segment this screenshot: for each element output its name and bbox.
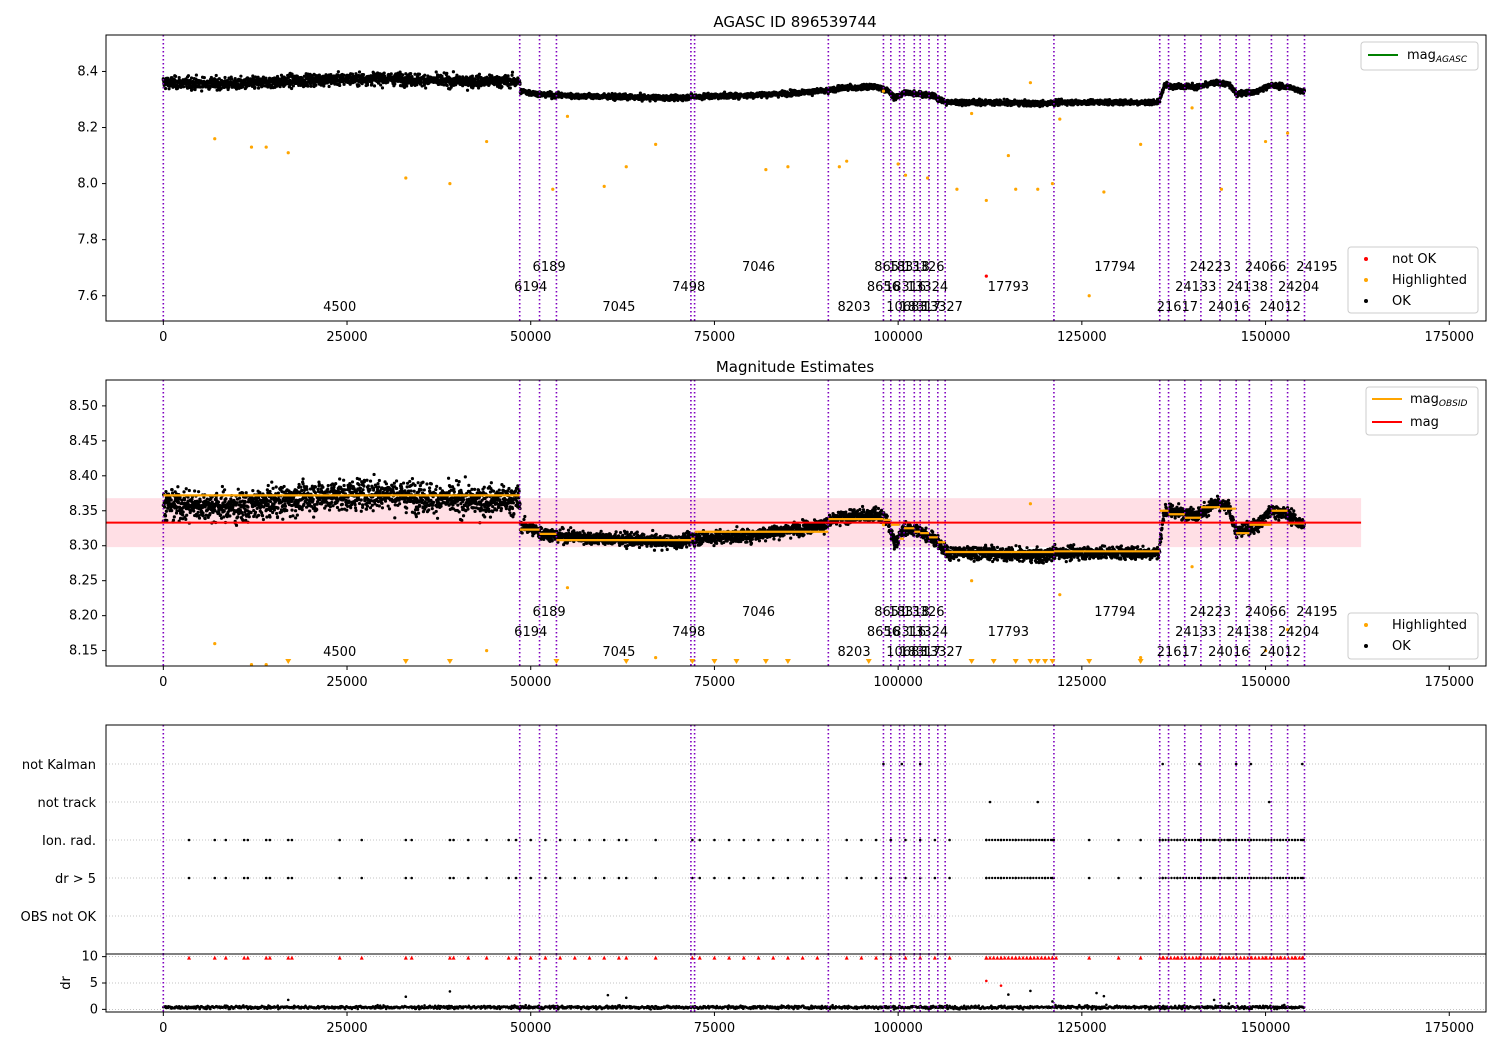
- ok-point: [417, 72, 422, 76]
- ok-point: [336, 70, 340, 74]
- ok-point: [424, 86, 428, 90]
- ok-point: [223, 75, 227, 80]
- ok-point: [473, 77, 477, 81]
- ok-point: [308, 82, 313, 86]
- ok-point: [193, 87, 197, 92]
- ok-point: [360, 82, 364, 86]
- ok-point: [506, 74, 510, 78]
- panel-1-title: AGASC ID 896539744: [713, 13, 876, 31]
- ok-point: [317, 73, 321, 77]
- ok-point: [239, 74, 243, 78]
- ok-point: [194, 73, 198, 77]
- ok-point: [291, 84, 295, 88]
- ok-point: [338, 83, 342, 88]
- ok-point: [276, 76, 280, 81]
- ok-point: [190, 87, 194, 92]
- ok-point: [209, 75, 213, 80]
- ok-point: [163, 86, 168, 91]
- ok-point: [350, 72, 355, 76]
- ok-point: [380, 86, 385, 90]
- ok-point: [278, 85, 282, 89]
- ok-point: [445, 71, 449, 76]
- ok-point: [238, 78, 243, 82]
- ok-point: [290, 72, 294, 76]
- ok-point: [217, 77, 221, 81]
- ok-point: [290, 86, 294, 91]
- ok-point: [386, 80, 390, 84]
- ok-point: [200, 89, 204, 93]
- ok-point: [309, 84, 313, 88]
- ok-point: [256, 86, 261, 90]
- ok-point: [405, 84, 409, 88]
- ok-point: [202, 76, 206, 80]
- ok-point: [226, 85, 231, 90]
- ok-point: [167, 87, 171, 91]
- ok-point: [382, 71, 386, 75]
- ok-point: [379, 83, 383, 87]
- ok-point: [186, 74, 191, 78]
- ok-point: [174, 74, 178, 79]
- ok-point: [251, 74, 255, 78]
- ok-point: [177, 76, 181, 80]
- ok-point: [465, 88, 470, 92]
- ok-point: [370, 82, 374, 86]
- ok-point: [393, 82, 397, 86]
- ok-point: [372, 84, 377, 88]
- panel-2-title: Magnitude Estimates: [716, 358, 874, 376]
- ok-point: [500, 84, 504, 89]
- ok-point: [445, 83, 449, 88]
- panel-1-points: [161, 70, 1306, 109]
- ok-point: [477, 72, 482, 76]
- ok-point: [389, 72, 393, 76]
- ok-point: [324, 73, 328, 77]
- ok-point: [314, 83, 318, 87]
- ok-point: [401, 73, 405, 77]
- ok-point: [306, 84, 310, 88]
- ok-point: [230, 77, 234, 81]
- ok-point: [311, 75, 315, 80]
- ok-point: [357, 84, 361, 88]
- ok-point: [327, 84, 331, 89]
- ok-point: [510, 73, 514, 77]
- ok-point: [253, 85, 257, 90]
- ok-point: [423, 73, 427, 77]
- ok-point: [361, 73, 366, 77]
- ok-point: [214, 73, 218, 78]
- ok-point: [357, 70, 362, 74]
- ok-point: [175, 86, 180, 91]
- ok-point: [189, 76, 194, 80]
- ok-point: [434, 70, 438, 74]
- ok-point: [275, 84, 279, 88]
- ok-point: [409, 71, 413, 76]
- ok-point: [342, 73, 346, 77]
- ok-point: [245, 76, 250, 80]
- ok-point: [1261, 89, 1265, 93]
- ok-point: [181, 85, 186, 89]
- ok-point: [295, 74, 299, 78]
- ok-point: [510, 70, 515, 74]
- ok-point: [413, 72, 417, 76]
- ok-point: [365, 83, 370, 87]
- ok-point: [376, 81, 381, 85]
- ok-point: [508, 86, 512, 90]
- ok-point: [264, 76, 268, 80]
- ok-point: [451, 70, 456, 74]
- ok-point: [342, 82, 346, 86]
- ok-point: [233, 76, 237, 81]
- ok-point: [322, 84, 326, 88]
